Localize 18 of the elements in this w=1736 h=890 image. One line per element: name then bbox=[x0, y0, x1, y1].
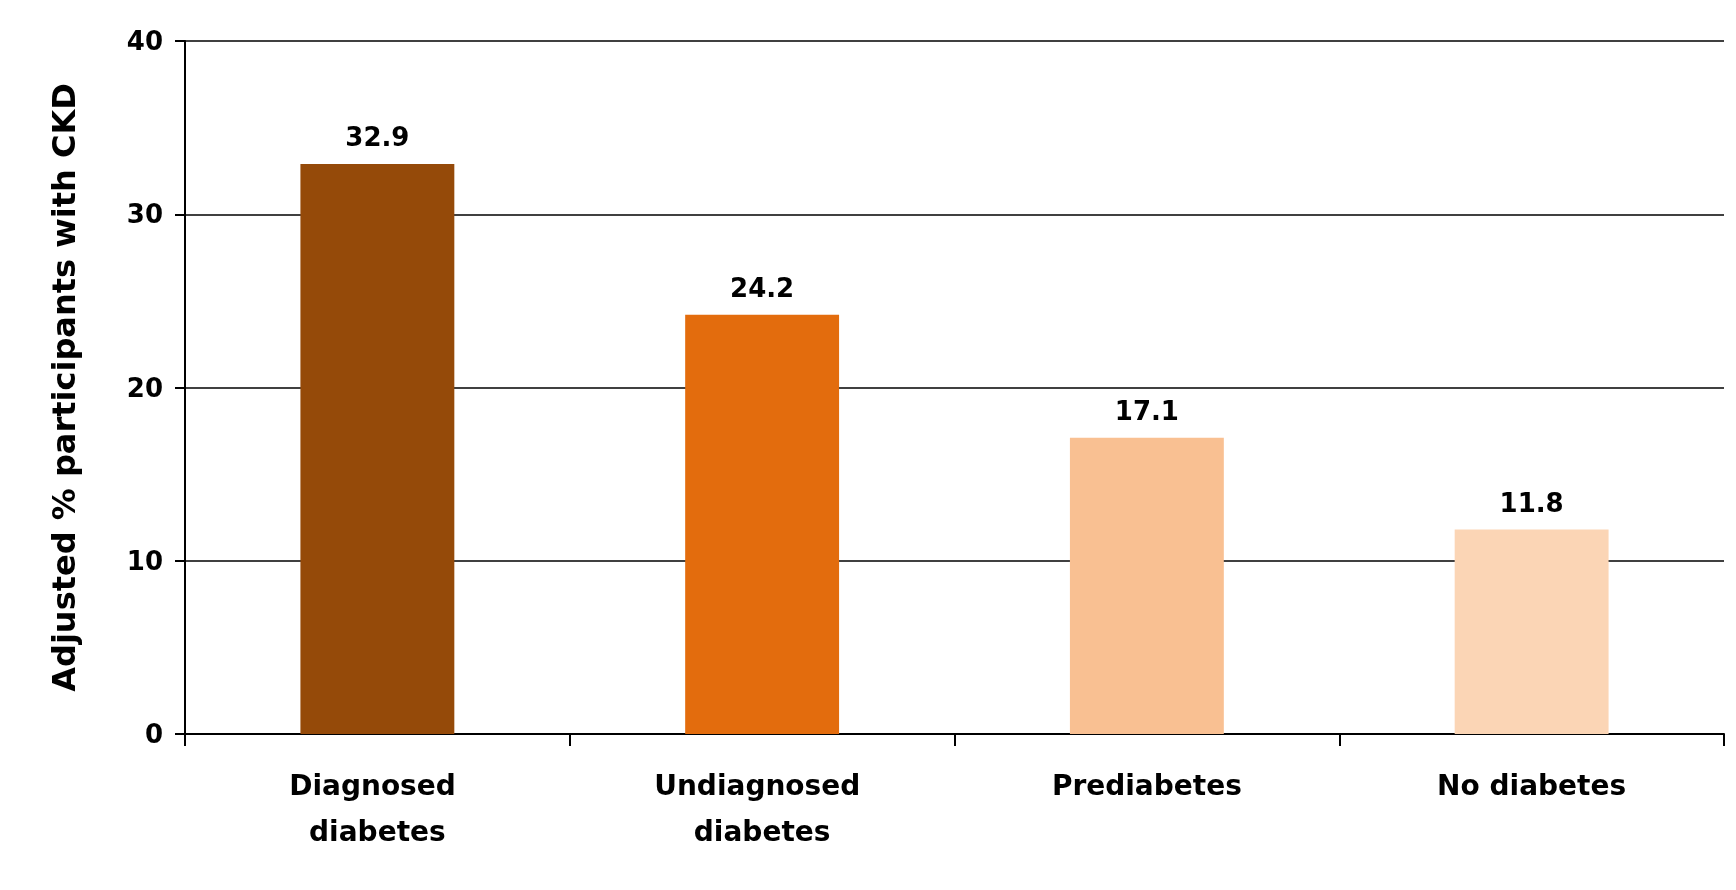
y-axis-title: Adjusted % participants with CKD bbox=[45, 83, 83, 692]
y-tick-label: 30 bbox=[126, 199, 163, 230]
x-tick-label: Undiagnosed diabetes bbox=[654, 768, 871, 848]
y-tick-label: 40 bbox=[126, 26, 163, 56]
data-label: 24.2 bbox=[730, 272, 795, 303]
x-tick-label: No diabetes bbox=[1437, 768, 1627, 802]
data-label: 11.8 bbox=[1499, 487, 1564, 518]
data-label: 17.1 bbox=[1114, 395, 1179, 426]
bar bbox=[300, 164, 455, 734]
x-tick-label: Prediabetes bbox=[1051, 768, 1242, 802]
bar bbox=[1069, 437, 1224, 734]
y-tick-label: 10 bbox=[126, 545, 163, 576]
y-tick-label: 0 bbox=[144, 719, 163, 749]
x-tick-label: Diagnosed diabetes bbox=[289, 768, 466, 848]
data-label: 32.9 bbox=[345, 122, 410, 153]
y-tick-label: 20 bbox=[126, 372, 163, 403]
bar bbox=[1454, 529, 1609, 734]
bar bbox=[685, 314, 840, 734]
